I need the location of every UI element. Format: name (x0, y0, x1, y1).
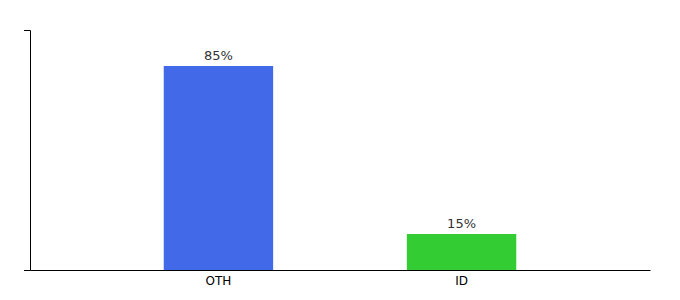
x-tick: OTH (206, 274, 232, 288)
chart-svg: OTH ID 85% 15% (0, 0, 680, 300)
y-axis (24, 31, 31, 271)
bar (407, 234, 516, 270)
x-tick-label: ID (455, 274, 468, 288)
data-label: 15% (447, 216, 476, 231)
bars (164, 66, 517, 270)
chart-container: OTH ID 85% 15% (0, 0, 680, 300)
x-axis-line (31, 270, 651, 271)
x-axis: OTH ID (31, 271, 651, 288)
x-tick-label: OTH (206, 274, 232, 288)
y-axis-line (24, 31, 31, 271)
plot-area: OTH ID 85% 15% (24, 31, 651, 288)
data-label: 85% (204, 48, 233, 63)
bar (164, 66, 273, 270)
x-tick: ID (455, 274, 468, 288)
data-labels: 85% 15% (204, 48, 476, 231)
